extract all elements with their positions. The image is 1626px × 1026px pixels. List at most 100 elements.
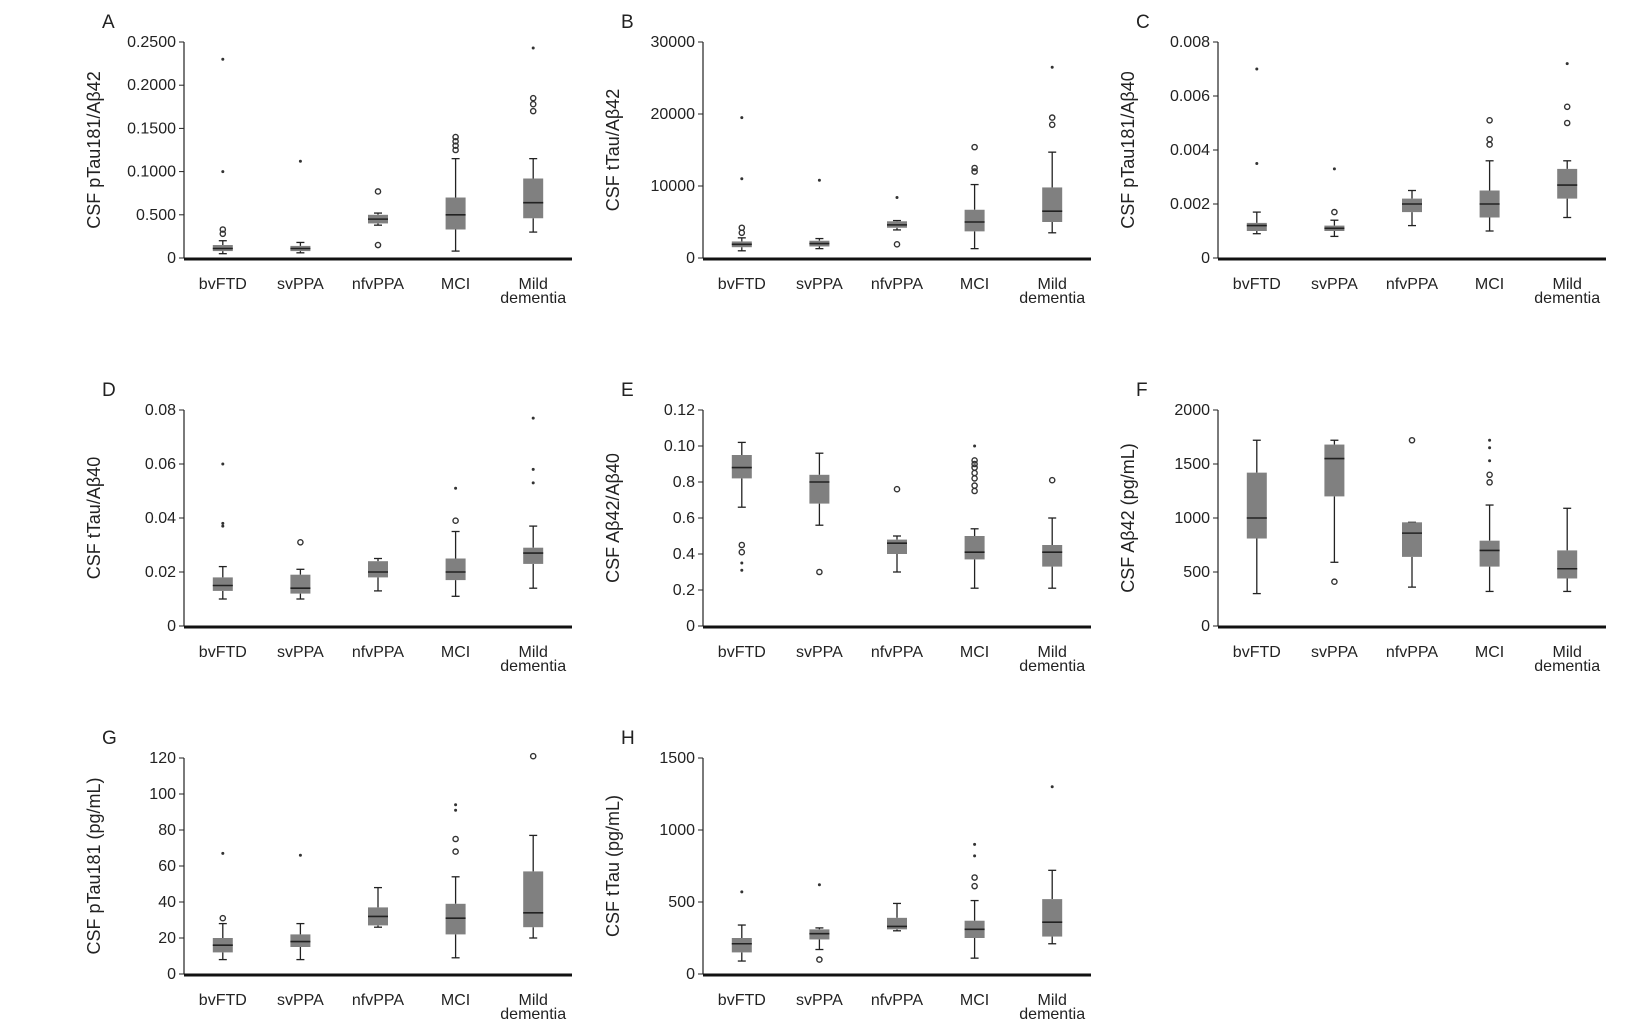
outlier xyxy=(452,848,459,855)
outlier xyxy=(219,226,227,233)
outlier xyxy=(816,956,823,963)
x-tick-label: svPPA xyxy=(795,992,843,1009)
outlier xyxy=(1048,121,1056,129)
x-tick-label: Mild dementia xyxy=(1019,276,1086,307)
box xyxy=(523,547,544,564)
y-tick-label: 0.2000 xyxy=(127,77,176,94)
extreme xyxy=(1488,446,1492,450)
outlier xyxy=(971,164,978,172)
x-tick-label: nfvPPA xyxy=(870,992,924,1009)
y-tick-label: 0.12 xyxy=(664,402,695,419)
x-tick-label: nfvPPA xyxy=(870,644,924,661)
y-tick-label: 0.8 xyxy=(673,474,695,491)
extreme xyxy=(740,561,744,565)
x-tick-label: bvFTD xyxy=(717,276,766,293)
box xyxy=(445,558,466,581)
y-tick-label: 500 xyxy=(1183,564,1210,581)
box xyxy=(964,209,985,232)
extreme xyxy=(1255,67,1259,71)
y-tick-label: 0.008 xyxy=(1170,34,1210,51)
y-axis-label: CSF Aβ42/Aβ40 xyxy=(603,453,623,583)
outlier xyxy=(374,188,382,195)
y-tick-label: 0.6 xyxy=(673,510,695,527)
panel-label: G xyxy=(102,728,117,749)
x-tick-label: bvFTD xyxy=(198,992,247,1009)
outlier xyxy=(971,464,978,471)
x-tick-label: Mild dementia xyxy=(1534,644,1601,675)
x-tick-label: Mild dementia xyxy=(1534,276,1601,307)
outlier xyxy=(1563,103,1571,111)
extreme xyxy=(531,467,535,471)
outlier xyxy=(452,517,459,525)
box xyxy=(212,577,233,591)
panel-label: D xyxy=(102,380,116,401)
outlier xyxy=(738,548,746,556)
y-tick-label: 0.08 xyxy=(145,402,176,419)
extreme xyxy=(531,416,535,420)
y-tick-label: 80 xyxy=(158,822,176,839)
y-tick-label: 0 xyxy=(686,250,695,267)
y-axis-label: CSF Aβ42 (pg/mL) xyxy=(1118,443,1138,592)
extreme xyxy=(740,568,744,572)
x-tick-label: bvFTD xyxy=(198,276,247,293)
outlier xyxy=(1486,117,1493,124)
extreme xyxy=(740,890,744,894)
x-tick-label: MCI xyxy=(959,644,990,661)
outlier xyxy=(529,107,537,115)
outlier xyxy=(452,146,459,154)
extreme xyxy=(1565,62,1569,66)
x-tick-label: nfvPPA xyxy=(870,276,924,293)
extreme xyxy=(531,481,535,485)
outlier xyxy=(452,138,459,145)
extreme xyxy=(1488,459,1492,463)
box xyxy=(1557,550,1578,579)
extreme xyxy=(1255,162,1259,165)
outlier xyxy=(1486,479,1493,486)
y-axis-label: CSF pTau181/Aβ42 xyxy=(84,71,104,228)
extreme xyxy=(817,883,821,887)
x-tick-label: svPPA xyxy=(1310,276,1358,293)
y-tick-label: 0.002 xyxy=(1170,196,1210,213)
y-tick-label: 60 xyxy=(158,858,176,875)
x-tick-label: Mild dementia xyxy=(500,276,567,307)
y-tick-label: 40 xyxy=(158,894,176,911)
x-tick-label: nfvPPA xyxy=(351,276,405,293)
y-tick-label: 2000 xyxy=(1174,402,1210,419)
extreme xyxy=(298,853,302,857)
y-tick-label: 30000 xyxy=(651,34,696,51)
y-tick-label: 20 xyxy=(158,930,176,947)
extreme xyxy=(221,462,225,466)
y-tick-label: 100 xyxy=(149,786,176,803)
y-tick-label: 0.4 xyxy=(673,546,695,563)
box xyxy=(1557,168,1578,199)
extreme xyxy=(1332,167,1336,171)
extreme xyxy=(973,444,977,448)
box xyxy=(1402,522,1422,557)
box xyxy=(1042,187,1063,222)
x-tick-label: Mild dementia xyxy=(1019,644,1086,675)
outlier xyxy=(297,539,304,546)
outlier xyxy=(1048,476,1056,484)
extreme xyxy=(454,486,458,490)
y-axis-label: CSF pTau181 (pg/mL) xyxy=(84,777,104,954)
extreme xyxy=(1050,65,1054,69)
y-tick-label: 0.1000 xyxy=(127,164,176,181)
y-tick-label: 0.1500 xyxy=(127,120,176,137)
x-tick-label: MCI xyxy=(1474,276,1505,293)
y-tick-label: 0.10 xyxy=(664,438,695,455)
y-tick-label: 0.006 xyxy=(1170,88,1210,105)
y-tick-label: 1000 xyxy=(659,822,695,839)
outlier xyxy=(971,882,978,890)
outlier xyxy=(971,874,978,881)
box xyxy=(523,178,544,219)
outlier xyxy=(971,168,978,175)
box xyxy=(1246,472,1267,539)
y-tick-label: 0 xyxy=(167,966,176,983)
x-tick-label: MCI xyxy=(440,992,471,1009)
y-tick-label: 10000 xyxy=(651,178,696,195)
x-tick-label: MCI xyxy=(1474,644,1505,661)
y-axis-label: CSF tTau (pg/mL) xyxy=(603,795,623,937)
